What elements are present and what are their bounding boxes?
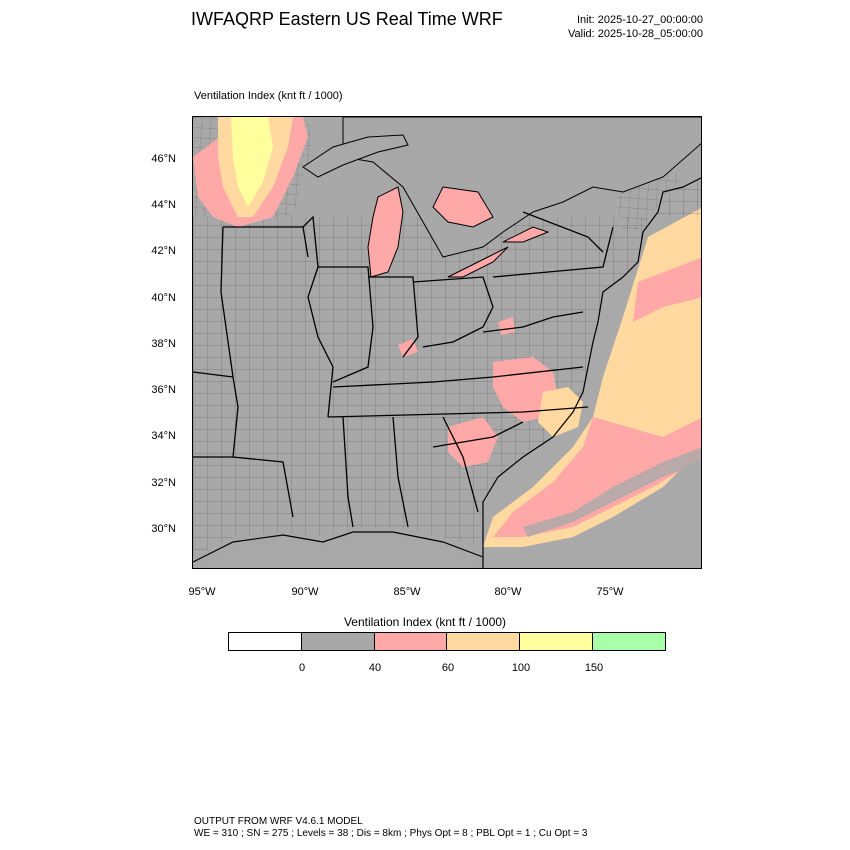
- lat-label-44n: 44°N: [151, 199, 176, 211]
- model-info-line1: OUTPUT FROM WRF V4.6.1 MODEL: [194, 816, 363, 827]
- colorbar: [228, 632, 666, 651]
- model-info: OUTPUT FROM WRF V4.6.1 MODEL WE = 310 ; …: [194, 816, 587, 840]
- colorbar-box-0-40: [301, 633, 375, 650]
- colorbar-label-60: 60: [441, 662, 455, 674]
- lon-label-85w: 85°W: [393, 586, 421, 598]
- colorbar-label-40: 40: [368, 662, 382, 674]
- georgia-patch: [448, 417, 498, 467]
- colorbar-box-100-150: [520, 633, 594, 650]
- lake-michigan: [367, 186, 404, 278]
- lake-ontario: [502, 226, 550, 243]
- colorbar-box-40-60: [374, 633, 448, 650]
- lake-erie: [447, 246, 509, 278]
- lat-label-36n: 36°N: [151, 384, 176, 396]
- pa-patch: [498, 317, 515, 335]
- model-info-line2: WE = 310 ; SN = 275 ; Levels = 38 ; Dis …: [194, 828, 588, 839]
- colorbar-box-60-100: [447, 633, 521, 650]
- valid-time: Valid: 2025-10-28_05:00:00: [568, 28, 703, 40]
- lat-label-30n: 30°N: [151, 523, 176, 535]
- lon-label-75w: 75°W: [596, 586, 624, 598]
- colorbar-title: Ventilation Index (knt ft / 1000): [343, 615, 507, 629]
- atlantic-low-values: [493, 257, 701, 537]
- upper-midwest-high: [231, 117, 273, 207]
- lon-label-80w: 80°W: [494, 586, 522, 598]
- atlantic-streaks: [523, 447, 701, 537]
- lon-label-90w: 90°W: [291, 586, 319, 598]
- colorbar-box-below-0: [229, 633, 302, 650]
- lat-label-34n: 34°N: [151, 430, 176, 442]
- colorbar-label-100: 100: [511, 662, 531, 674]
- lon-label-95w: 95°W: [188, 586, 216, 598]
- page-title: IWFAQRP Eastern US Real Time WRF: [191, 9, 503, 29]
- lake-superior: [302, 134, 409, 178]
- colorbar-box-above-150: [593, 633, 665, 650]
- colorbar-label-150: 150: [584, 662, 604, 674]
- map-svg: [193, 117, 701, 568]
- lat-label-38n: 38°N: [151, 338, 176, 350]
- map-panel: [192, 116, 702, 569]
- run-times: Init: 2025-10-27_00:00:00 Valid: 2025-10…: [520, 13, 703, 41]
- carolina-coast-mid: [538, 387, 583, 437]
- lat-label-40n: 40°N: [151, 292, 176, 304]
- lat-label-42n: 42°N: [151, 245, 176, 257]
- gulf-coastline: [193, 531, 484, 563]
- plot-variable-label: Ventilation Index (knt ft / 1000): [194, 90, 343, 102]
- lake-huron: [432, 186, 494, 228]
- coastline: [482, 177, 701, 568]
- init-time: Init: 2025-10-27_00:00:00: [577, 14, 703, 26]
- county-grid: [193, 178, 701, 557]
- state-borders: [193, 211, 614, 528]
- lat-label-46n: 46°N: [151, 153, 176, 165]
- canada: [342, 117, 701, 258]
- colorbar-label-0: 0: [298, 662, 306, 674]
- lat-label-32n: 32°N: [151, 477, 176, 489]
